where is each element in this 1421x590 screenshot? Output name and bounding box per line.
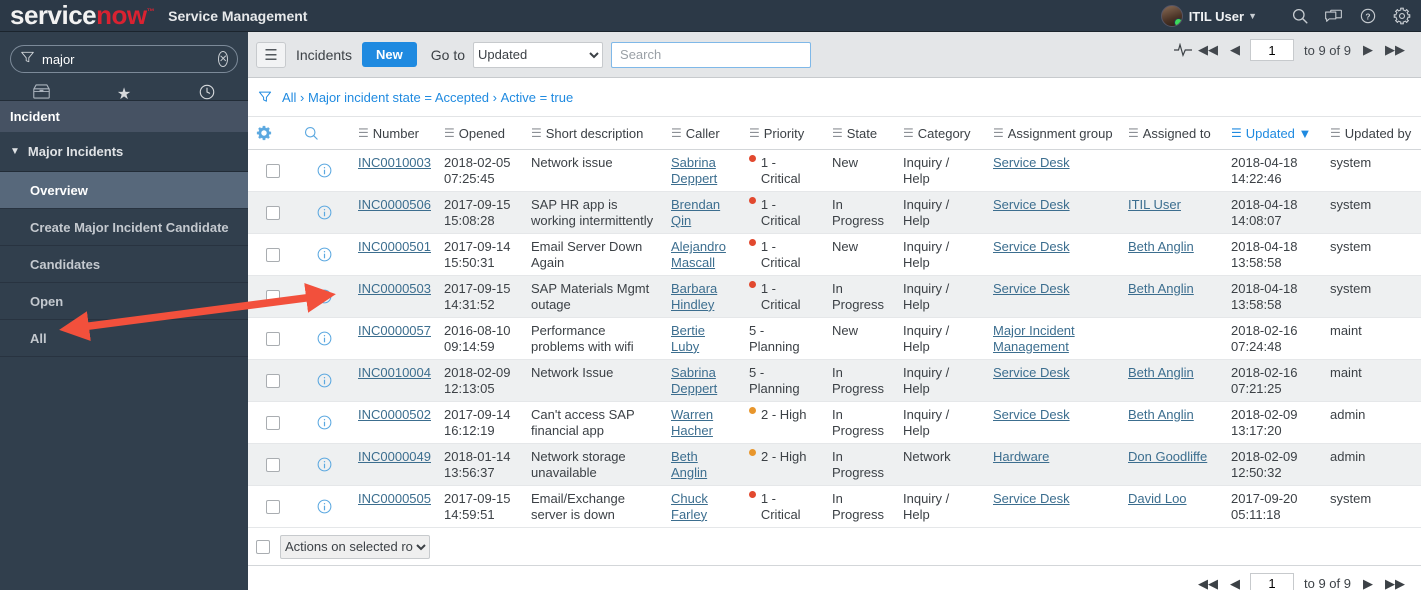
svg-text:?: ?	[1365, 12, 1370, 22]
